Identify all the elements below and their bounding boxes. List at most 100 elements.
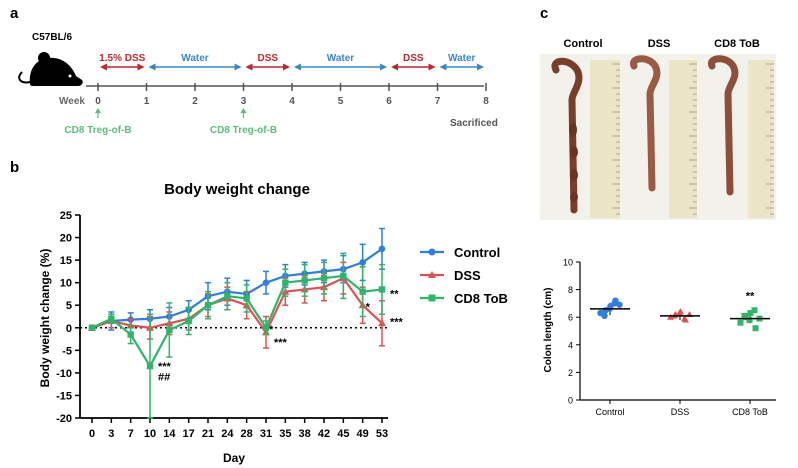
group-dss [660, 308, 700, 323]
colon-point [737, 319, 744, 326]
significance-mark: ## [158, 371, 170, 383]
x-tick-label: 10 [144, 428, 156, 440]
y-tick-label: -5 [62, 345, 72, 357]
sacrificed-label: Sacrificed [450, 118, 498, 129]
colon-point [747, 310, 754, 317]
colon-x-tick-label: DSS [671, 407, 690, 417]
week-label: Week [59, 96, 85, 107]
phase-label: Water [448, 53, 476, 64]
y-tick-label: -10 [56, 368, 72, 380]
series-line-control [91, 247, 383, 329]
week-tick-label: 4 [289, 96, 295, 107]
point-cd8 [166, 326, 173, 334]
phase-arrow-left [245, 63, 253, 71]
treatment-arrow-head [95, 108, 101, 113]
phase-arrow-left [148, 63, 156, 71]
phase-label: Water [181, 53, 209, 64]
photo-label: CD8 ToB [714, 38, 760, 50]
colon-y-tick-label: 4 [568, 340, 573, 350]
y-tick-label: -15 [56, 390, 72, 402]
body-weight-chart: Body weight change Day Body weight chang… [38, 181, 508, 465]
point-control [378, 245, 386, 253]
significance-mark: * [269, 324, 274, 336]
y-tick-label: 25 [60, 210, 72, 222]
phase-arrow-right [380, 63, 387, 71]
week-tick-label: 2 [192, 96, 198, 107]
colon-significance-mark: ** [746, 290, 755, 302]
series-line-cd8 [91, 274, 383, 369]
x-axis-label: Day [223, 451, 245, 465]
x-tick-label: 53 [376, 428, 388, 440]
colon-photo: Control DSS CD8 ToB [540, 38, 776, 220]
significance-mark: *** [158, 361, 172, 373]
point-cd8 [301, 277, 308, 284]
y-tick-label: 5 [66, 300, 72, 312]
colon-x-tick-label: Control [595, 407, 624, 417]
colon-point [676, 309, 683, 316]
x-tick-label: 31 [260, 428, 272, 440]
point-dss [378, 319, 386, 327]
treatment-label: CD8 Treg-of-B [64, 125, 131, 136]
x-tick-label: 3 [108, 428, 114, 440]
point-cd8 [88, 324, 96, 331]
mouse-icon [18, 52, 83, 86]
colon-specimens [551, 55, 739, 214]
y-axis-label: Body weight change (%) [38, 249, 52, 388]
x-tick-label: 45 [337, 428, 349, 440]
significance-mark: *** [390, 317, 404, 329]
x-tick-label: 28 [241, 428, 253, 440]
colon-point [751, 307, 758, 314]
colon-point [601, 312, 608, 320]
treatment-label: CD8 Treg-of-B [210, 125, 277, 136]
colon-y-tick-label: 0 [568, 396, 573, 406]
point-cd8 [359, 288, 366, 295]
phase-arrow-right [137, 63, 145, 71]
phase-label: DSS [403, 53, 424, 64]
treatment-arrow-head [240, 108, 247, 113]
week-tick-label: 6 [386, 96, 392, 107]
panel-letter-c: c [540, 5, 548, 22]
point-cd8 [185, 317, 192, 325]
week-tick-label: 8 [483, 96, 489, 107]
phase-arrow-right [283, 63, 290, 71]
x-tick-label: 21 [202, 428, 214, 440]
panel-letter-b: b [10, 159, 19, 176]
phase-arrow-right [428, 63, 436, 71]
phase-arrow-left [294, 63, 301, 71]
y-tick-label: 10 [60, 278, 72, 290]
point-cd8 [320, 274, 328, 282]
legend-label-dss: DSS [454, 268, 481, 283]
x-tick-label: 38 [299, 428, 311, 440]
chart-title: Body weight change [164, 181, 310, 198]
point-cd8 [224, 293, 231, 300]
point-cd8 [146, 362, 154, 370]
legend-marker-dss [428, 271, 436, 278]
phase-arrow-right [477, 63, 484, 71]
colon-y-tick-label: 8 [568, 285, 573, 295]
y-tick-label: 15 [60, 255, 72, 267]
phase-label: 1.5% DSS [99, 53, 145, 64]
point-control [359, 259, 366, 266]
x-tick-label: 42 [318, 428, 330, 440]
point-cd8 [282, 279, 289, 286]
phase-arrow-right [234, 63, 242, 71]
colon-point [741, 312, 748, 319]
x-tick-label: 35 [279, 428, 291, 440]
phase-label: DSS [257, 53, 278, 64]
x-tick-label: 17 [183, 428, 195, 440]
week-tick-label: 0 [95, 96, 101, 107]
series-cd8 [88, 252, 386, 419]
point-control [262, 279, 270, 286]
colon-point [681, 315, 688, 322]
timeline-panel: C57BL/6 Week 0 1 2 3 4 5 6 7 8 1.5% DSS Water DSS W… [18, 32, 498, 136]
point-cd8 [127, 331, 134, 338]
colon-point [611, 300, 618, 307]
photo-label: Control [563, 38, 602, 50]
colon-length-chart: Colon length (cm) 0 2 4 6 8 10 Control DSS CD8 T… [543, 258, 776, 417]
x-tick-label: 7 [128, 428, 134, 440]
week-tick-label: 1 [144, 96, 150, 107]
point-cd8 [243, 295, 250, 302]
point-cd8 [108, 315, 115, 322]
week-tick-label: 3 [241, 96, 247, 107]
